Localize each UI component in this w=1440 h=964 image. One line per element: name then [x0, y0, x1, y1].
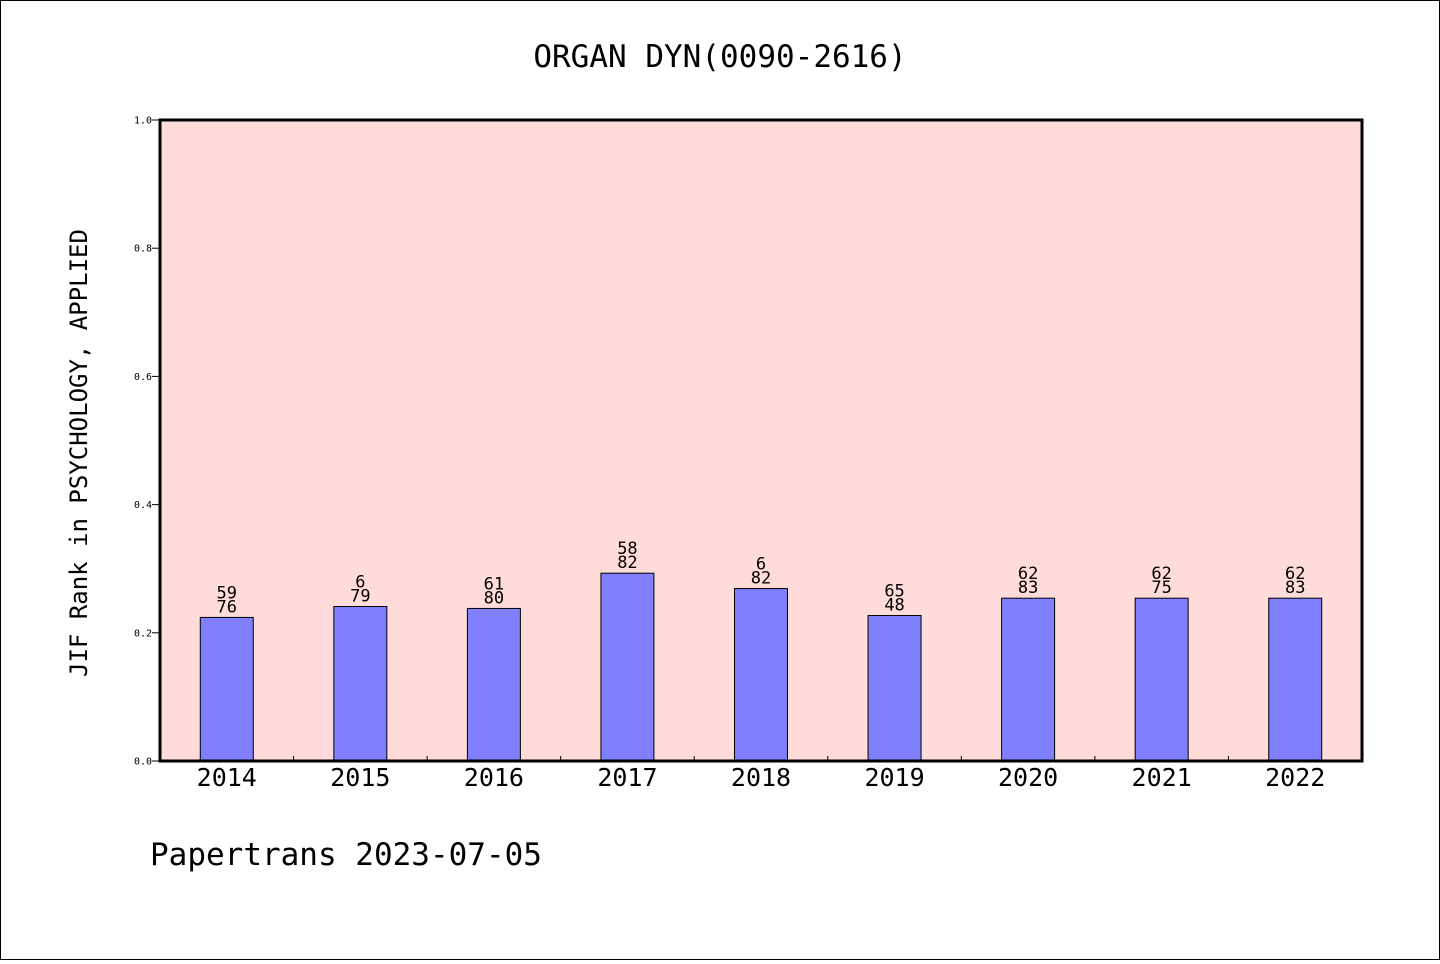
- x-tick-label: 2014: [197, 763, 257, 792]
- footer-credit: Papertrans 2023-07-05: [150, 837, 542, 873]
- bar-label-total: 83: [1285, 578, 1305, 598]
- bar-label-total: 76: [217, 597, 237, 617]
- bar-label-rank: 58: [617, 539, 637, 559]
- bar-label-rank: 62: [1018, 564, 1038, 584]
- x-tick-label: 2017: [597, 763, 657, 792]
- bar-label-total: 75: [1151, 578, 1171, 598]
- y-tick-label: 0.0: [134, 757, 152, 768]
- bar-2016: [466, 607, 521, 762]
- x-tick-label: 2020: [998, 763, 1058, 792]
- x-tick-label: 2018: [731, 763, 791, 792]
- bar-label-total: 79: [350, 587, 370, 607]
- x-tick-label: 2021: [1132, 763, 1192, 792]
- x-tick-label: 2019: [864, 763, 924, 792]
- bar-label-rank: 62: [1285, 564, 1305, 584]
- bar-2022: [1268, 597, 1323, 762]
- bar-label-rank: 59: [217, 583, 237, 603]
- x-tick-label: 2022: [1265, 763, 1325, 792]
- y-tick-label: 0.2: [134, 628, 152, 639]
- x-tick-label: 2016: [464, 763, 524, 792]
- bar-label-total: 82: [617, 553, 637, 573]
- bar-2018: [734, 588, 788, 762]
- bar-label-total: 48: [884, 595, 904, 615]
- bar-2017: [600, 572, 655, 762]
- y-axis-ticks: 0.0 0.2 0.4 0.6 0.8 1.0: [134, 116, 160, 768]
- bar-label-rank: 62: [1151, 564, 1171, 584]
- bar-2015: [333, 606, 388, 762]
- chart-title: ORGAN DYN(0090-2616): [533, 39, 906, 75]
- y-axis-label: JIF Rank in PSYCHOLOGY, APPLIED: [65, 229, 93, 677]
- bar-2020: [1001, 597, 1056, 762]
- bar-label-total: 83: [1018, 578, 1038, 598]
- bar-label-rank: 6: [756, 555, 766, 575]
- x-tick-labels: 2014 2015 2016 2017 2018 2019 2020 2021 2022: [197, 763, 1326, 792]
- bar-label-rank: 65: [884, 581, 904, 601]
- bar-2021: [1134, 597, 1189, 762]
- bar-2019: [867, 614, 922, 762]
- bar-label-total: 80: [484, 588, 504, 608]
- bar-label-rank: 6: [355, 573, 365, 593]
- bar-2014: [199, 616, 254, 762]
- y-tick-label: 1.0: [134, 116, 152, 127]
- x-tick-label: 2015: [330, 763, 390, 792]
- bars: [199, 572, 1323, 762]
- y-tick-label: 0.6: [134, 372, 152, 383]
- bar-label-rank: 61: [484, 574, 504, 594]
- y-tick-label: 0.8: [134, 244, 152, 255]
- plot-border: [158, 118, 1364, 763]
- y-tick-label: 0.4: [134, 500, 152, 511]
- bar-label-total: 82: [751, 569, 771, 589]
